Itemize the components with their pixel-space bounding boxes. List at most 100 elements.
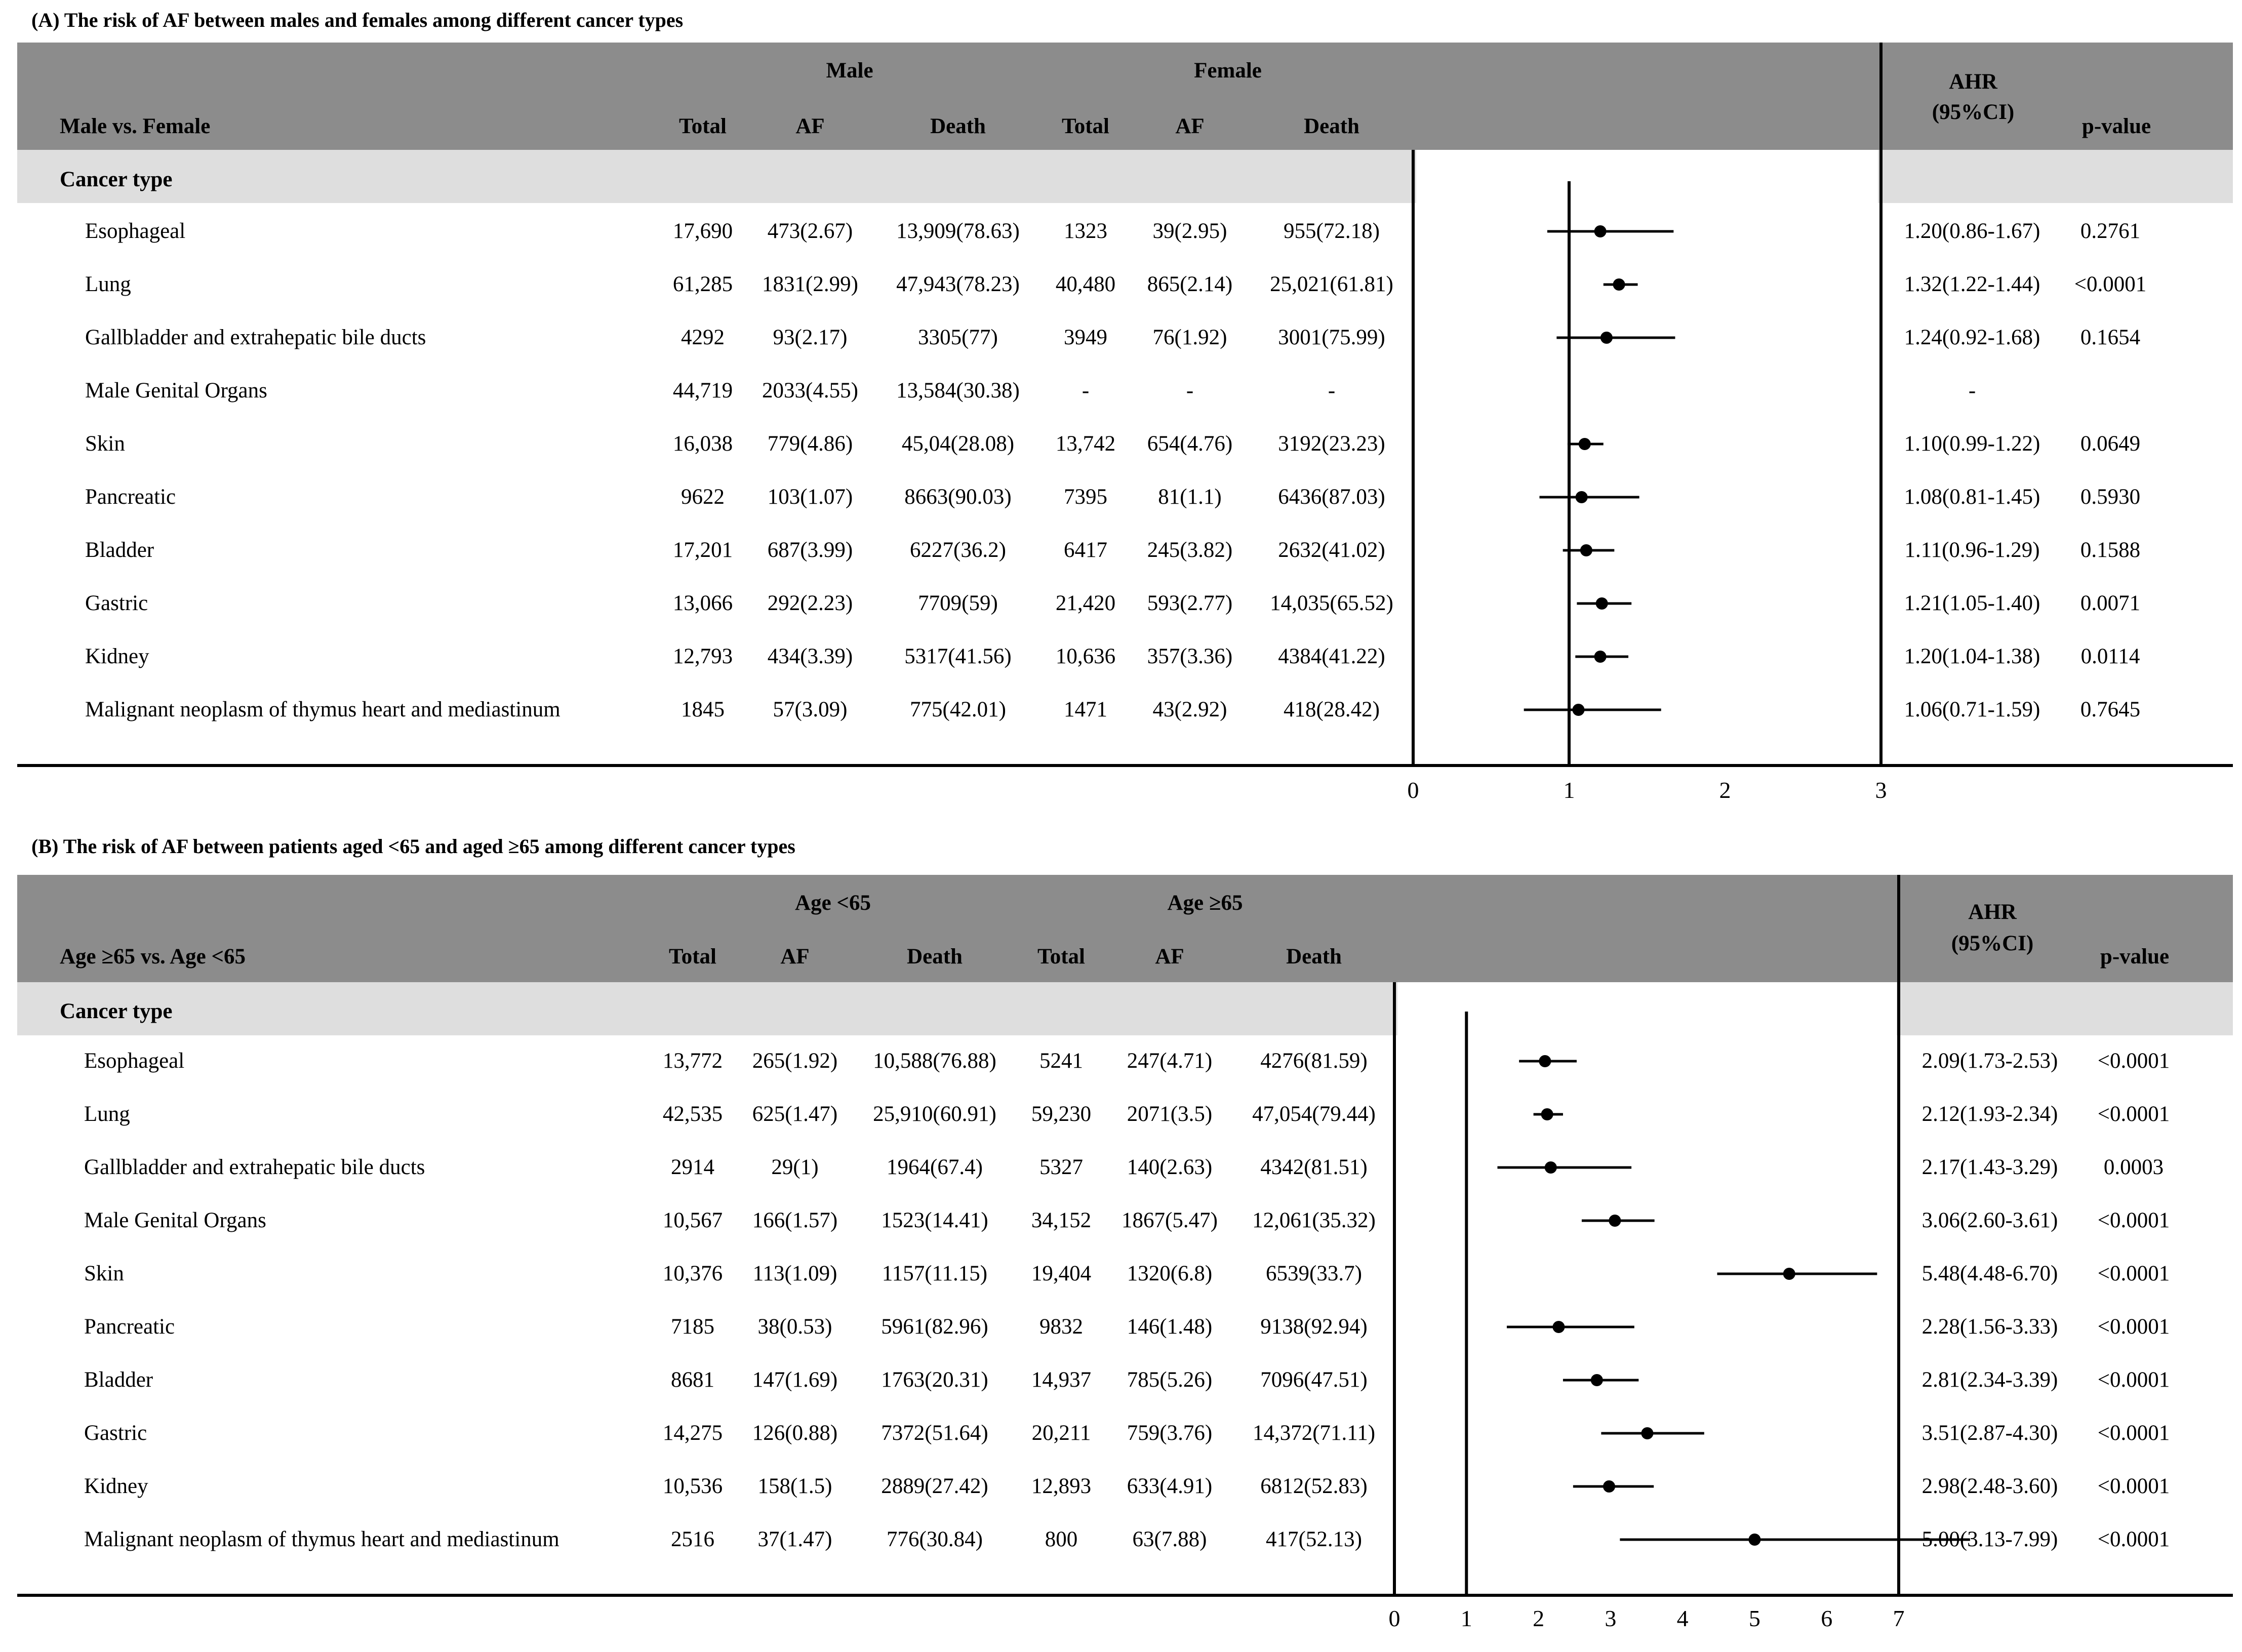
panel-b-row-2-g2-death: 4342(81.51) xyxy=(1260,1155,1368,1179)
panel-b-col-header-5: Death xyxy=(1286,945,1342,969)
panel-b-group1-label: Age <65 xyxy=(795,891,871,915)
panel-a-row-2-ahr-text: 1.24(0.92-1.68) xyxy=(1904,326,2040,349)
panel-b-row-9-g2-death: 417(52.13) xyxy=(1266,1527,1362,1551)
panel-a-row-2-g2-af: 76(1.92) xyxy=(1152,326,1227,349)
panel-b-row-0-g2-death: 4276(81.59) xyxy=(1260,1049,1368,1073)
panel-a-row-6-name: Bladder xyxy=(85,538,154,562)
panel-b-title: (B) The risk of AF between patients aged… xyxy=(31,835,795,858)
panel-b-row-7-g2-death: 14,372(71.11) xyxy=(1252,1421,1376,1445)
panel-b-row-1-estimate-point xyxy=(1541,1108,1553,1120)
panel-a-row-9-g2-death: 418(28.42) xyxy=(1284,698,1380,721)
panel-a-row-7-estimate-point xyxy=(1595,597,1608,610)
panel-b-row-5-g1-total: 7185 xyxy=(671,1315,714,1339)
panel-a-plot-window xyxy=(1416,150,1878,203)
panel-b-row-6-g1-total: 8681 xyxy=(671,1368,714,1392)
panel-b-row-6-g1-af: 147(1.69) xyxy=(752,1368,838,1392)
panel-b-row-9-g1-af: 37(1.47) xyxy=(757,1527,832,1551)
panel-a-row-9-g1-af: 57(3.09) xyxy=(773,698,848,721)
panel-b-row-1-g2-af: 2071(3.5) xyxy=(1127,1102,1213,1126)
panel-a-row-3-g2-af: - xyxy=(1186,379,1194,402)
panel-b-row-1-name: Lung xyxy=(84,1102,130,1126)
panel-b-pvalue-label: p-value xyxy=(2100,945,2170,969)
panel-b-row-0-p: <0.0001 xyxy=(2097,1049,2170,1073)
panel-b-row-5-estimate-point xyxy=(1552,1321,1565,1333)
panel-b-row-9-estimate-point xyxy=(1748,1534,1761,1546)
panel-a-comparison-label: Male vs. Female xyxy=(60,114,211,138)
panel-a-row-2-g1-death: 3305(77) xyxy=(918,326,998,349)
panel-a-row-0-estimate-point xyxy=(1594,225,1607,237)
panel-b-row-5-g2-total: 9832 xyxy=(1039,1315,1083,1339)
panel-b-row-3-estimate-point xyxy=(1609,1215,1621,1227)
panel-a-group2-label: Female xyxy=(1194,59,1262,83)
panel-b-row-1-g2-total: 59,230 xyxy=(1031,1102,1092,1126)
panel-b-row-8-g2-total: 12,893 xyxy=(1031,1474,1092,1498)
panel-b-col-header-0: Total xyxy=(669,945,716,969)
panel-a-row-9-p: 0.7645 xyxy=(2080,698,2141,721)
panel-a-row-9-g1-death: 775(42.01) xyxy=(910,698,1006,721)
panel-a-row-4-g1-af: 779(4.86) xyxy=(767,432,853,456)
panel-b-row-2-name: Gallbladder and extrahepatic bile ducts xyxy=(84,1155,425,1179)
panel-a-row-1-g1-af: 1831(2.99) xyxy=(762,272,858,296)
panel-a-row-6-ahr-text: 1.11(0.96-1.29) xyxy=(1904,538,2040,562)
panel-a-row-6-g2-total: 6417 xyxy=(1064,538,1107,562)
panel-a-row-4-estimate-point xyxy=(1578,438,1591,450)
panel-b-row-0-g1-death: 10,588(76.88) xyxy=(873,1049,996,1073)
panel-a-ahr-label: AHR xyxy=(1949,70,1997,94)
panel-a-row-1-g2-af: 865(2.14) xyxy=(1147,272,1233,296)
panel-b-row-9-p: <0.0001 xyxy=(2097,1527,2170,1551)
panel-b-row-6-p: <0.0001 xyxy=(2097,1368,2170,1392)
panel-a-section-label: Cancer type xyxy=(60,168,173,191)
panel-b-row-1-g1-total: 42,535 xyxy=(662,1102,723,1126)
panel-b-row-2-g1-af: 29(1) xyxy=(771,1155,819,1179)
panel-a-row-3-g2-death: - xyxy=(1328,379,1336,402)
panel-a-row-1-estimate-point xyxy=(1613,278,1625,291)
panel-a-pvalue-label: p-value xyxy=(2081,114,2151,138)
panel-a-row-2-g1-af: 93(2.17) xyxy=(773,326,848,349)
panel-b-row-3-g2-af: 1867(5.47) xyxy=(1122,1208,1218,1232)
panel-b-row-9-g1-death: 776(30.84) xyxy=(887,1527,983,1551)
panel-a-row-7-g2-death: 14,035(65.52) xyxy=(1270,591,1393,615)
panel-a-row-6-g2-death: 2632(41.02) xyxy=(1278,538,1385,562)
panel-a-row-1-g2-total: 40,480 xyxy=(1055,272,1116,296)
panel-b-row-3-g2-total: 34,152 xyxy=(1031,1208,1092,1232)
panel-a-col-header-3: Total xyxy=(1062,114,1109,138)
panel-a-axis-tick-3: 3 xyxy=(1875,777,1887,803)
panel-a-axis-tick-1: 1 xyxy=(1564,777,1575,803)
panel-b-row-3-name: Male Genital Organs xyxy=(84,1208,266,1232)
panel-b-row-0-name: Esophageal xyxy=(84,1049,185,1073)
panel-b-row-8-estimate-point xyxy=(1603,1480,1616,1493)
panel-a-row-0-g1-af: 473(2.67) xyxy=(767,219,853,243)
panel-a-row-6-g2-af: 245(3.82) xyxy=(1147,538,1233,562)
panel-a-row-8-name: Kidney xyxy=(85,644,149,668)
panel-a-row-8-g1-af: 434(3.39) xyxy=(767,644,853,668)
panel-a-row-4-ahr-text: 1.10(0.99-1.22) xyxy=(1904,432,2040,456)
panel-a-ci-label: (95%CI) xyxy=(1932,100,2015,124)
panel-a-row-9-g1-total: 1845 xyxy=(681,698,725,721)
panel-a-row-2-p: 0.1654 xyxy=(2080,326,2141,349)
panel-b-row-2-g2-total: 5327 xyxy=(1039,1155,1083,1179)
panel-a-row-3-g1-total: 44,719 xyxy=(672,379,733,402)
panel-b-row-8-g1-total: 10,536 xyxy=(662,1474,723,1498)
panel-a-row-7-ahr-text: 1.21(1.05-1.40) xyxy=(1904,591,2040,615)
panel-a-row-0-g1-death: 13,909(78.63) xyxy=(896,219,1020,243)
panel-a-row-6-g1-death: 6227(36.2) xyxy=(910,538,1006,562)
panel-b-row-3-g1-death: 1523(14.41) xyxy=(881,1208,988,1232)
panel-b-row-0-g2-af: 247(4.71) xyxy=(1127,1049,1213,1073)
panel-a-row-8-p: 0.0114 xyxy=(2080,644,2140,668)
panel-a-row-2-g1-total: 4292 xyxy=(681,326,725,349)
panel-b-row-1-g2-death: 47,054(79.44) xyxy=(1252,1102,1376,1126)
panel-a-row-8-ahr-text: 1.20(1.04-1.38) xyxy=(1904,644,2040,668)
panel-a-axis-tick-2: 2 xyxy=(1719,777,1731,803)
panel-b-row-1-ahr-text: 2.12(1.93-2.34) xyxy=(1921,1102,2058,1126)
panel-a-col-header-4: AF xyxy=(1175,114,1205,138)
panel-b-col-header-3: Total xyxy=(1037,945,1085,969)
panel-b-row-5-p: <0.0001 xyxy=(2097,1315,2170,1339)
panel-b-row-1-g1-death: 25,910(60.91) xyxy=(873,1102,996,1126)
panel-a-row-9-ahr-text: 1.06(0.71-1.59) xyxy=(1904,698,2040,721)
panel-a-row-1-g2-death: 25,021(61.81) xyxy=(1270,272,1393,296)
panel-a-row-5-g1-total: 9622 xyxy=(681,485,725,509)
panel-a-row-0-g2-death: 955(72.18) xyxy=(1284,219,1380,243)
panel-b-row-6-name: Bladder xyxy=(84,1368,153,1392)
panel-b-axis-tick-6: 6 xyxy=(1821,1605,1832,1631)
panel-a-row-9-g2-af: 43(2.92) xyxy=(1152,698,1227,721)
